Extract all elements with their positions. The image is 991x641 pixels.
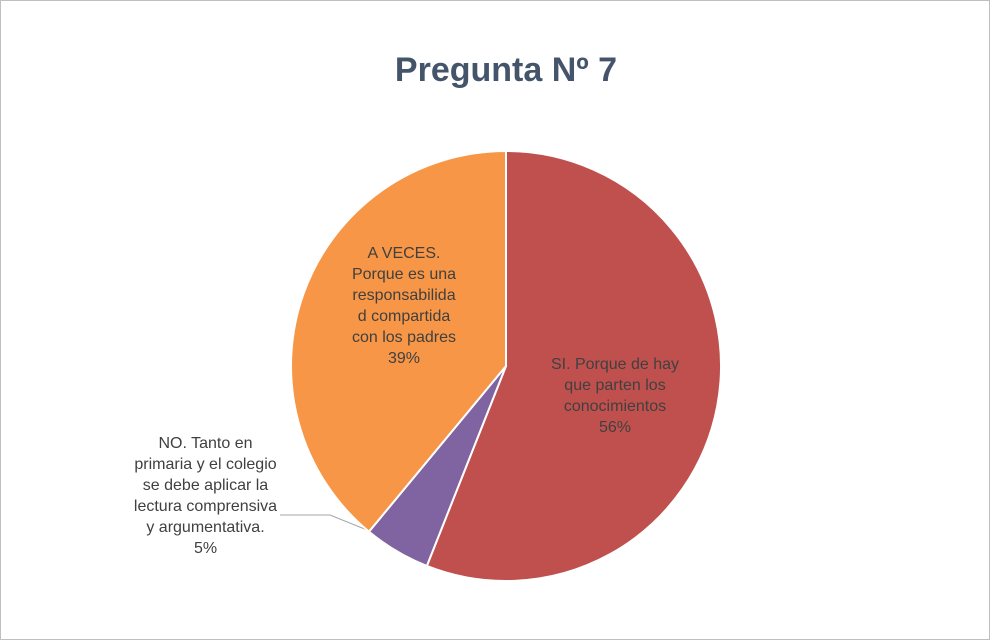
data-label: NO. Tanto en primaria y el colegio se de… bbox=[128, 433, 283, 559]
category-label: NO. Tanto en primaria y el colegio se de… bbox=[133, 435, 278, 536]
value-label: 39% bbox=[387, 350, 421, 367]
leader-line bbox=[280, 514, 373, 533]
value-label: 56% bbox=[598, 419, 632, 436]
data-label: A VECES. Porque es una responsabilidad c… bbox=[348, 243, 460, 369]
chart-title: Pregunta Nº 7 bbox=[395, 51, 617, 89]
pie-slice bbox=[425, 149, 722, 582]
category-label: SI. Porque de hay que parten los conocim… bbox=[550, 356, 680, 415]
pie-slice bbox=[290, 149, 507, 534]
value-label: 5% bbox=[193, 540, 218, 557]
data-label: SI. Porque de hay que parten los conocim… bbox=[540, 354, 690, 438]
category-label: A VECES. Porque es una responsabilidad c… bbox=[351, 245, 457, 346]
